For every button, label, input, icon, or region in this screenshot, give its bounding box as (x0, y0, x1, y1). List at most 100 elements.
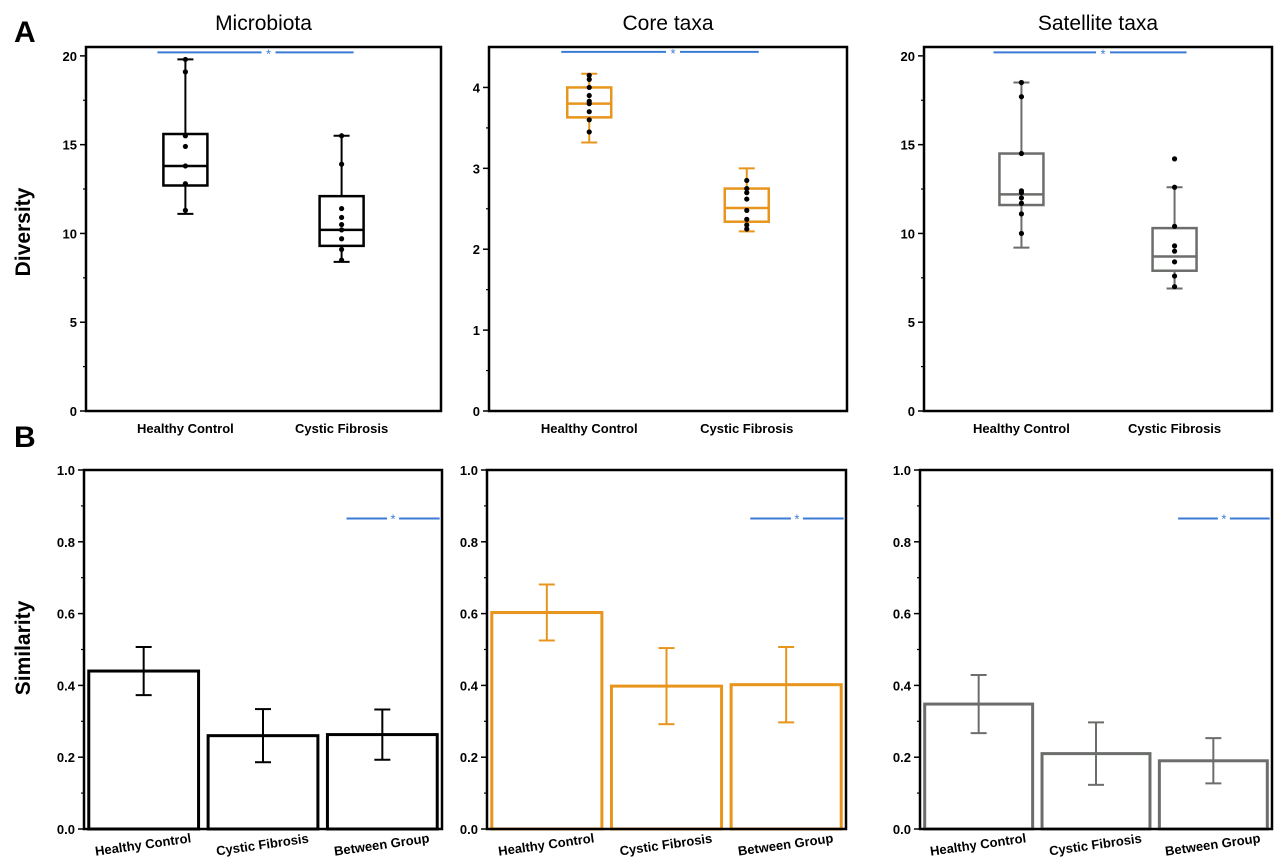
box-chart-3-data-point (1018, 195, 1025, 201)
box-chart-1-data-point (182, 207, 188, 213)
box-chart-2-data-point (586, 98, 592, 104)
box-chart-2-y-tick-label: 0 (473, 404, 480, 419)
bar-chart-3: 0.0 0.2 0.4 0.6 0.8 1.0 Healthy Control Cystic … (893, 463, 1274, 859)
panel-letter-a: A (14, 16, 36, 49)
box-chart-2-plot-frame (487, 45, 849, 413)
bar-chart-1-y-tick-label: 0.6 (57, 607, 75, 622)
bar-chart-1-x-tick-label: Cystic Fibrosis (215, 831, 309, 859)
bar-chart-1-y-tick-label: 1.0 (57, 463, 75, 478)
box-chart-2-data-point (586, 109, 592, 115)
bar-chart-2-y-tick-label: 0.6 (460, 607, 478, 622)
bar-chart-1-y-tick-label: 0.4 (57, 678, 76, 693)
box-chart-3-data-point (1171, 273, 1178, 279)
box-chart-2-data-point (744, 190, 750, 196)
bar-chart-2-bar (490, 611, 604, 831)
bar-chart-3-x-tick-label: Between Group (1164, 830, 1261, 858)
box-chart-2-y-tick-label: 1 (473, 323, 480, 338)
box-chart-3-data-point (1171, 223, 1178, 229)
bar-chart-3-y-tick-label: 0.0 (893, 822, 911, 837)
box-chart-2-data-point (586, 84, 592, 91)
bar-chart-3-y-tick-label: 1.0 (893, 463, 911, 478)
box-chart-3-data-point (1018, 150, 1025, 157)
bar-chart-3-y-tick-label: 0.6 (893, 607, 911, 622)
box-chart-3-data-point (1171, 184, 1178, 190)
box-chart-3-y-tick-label: 0 (908, 404, 915, 419)
box-chart-3-plot-frame (922, 45, 1274, 413)
box-chart-1-data-point (182, 56, 188, 63)
bar-chart-3-x-tick-label: Cystic Fibrosis (1048, 831, 1142, 859)
y-axis-label-similarity: Similarity (12, 600, 35, 695)
box-chart-1-data-point (182, 143, 188, 150)
box-chart-1-data-point (182, 69, 188, 75)
box-chart-1-y-tick-label: 20 (63, 49, 77, 64)
box-chart-1-x-tick-label: Cystic Fibrosis (295, 421, 388, 436)
box-chart-1-data-point (339, 205, 345, 212)
box-chart-3-data-point (1171, 243, 1178, 249)
box-chart-1-data-point (339, 221, 345, 228)
bar-chart-2-x-tick-label: Cystic Fibrosis (619, 831, 713, 859)
box-chart-2-significance-star: * (670, 46, 675, 61)
box-chart-2-data-point (744, 216, 750, 222)
box-chart-3-data-point (1018, 188, 1025, 194)
box-chart-3-data-point (1018, 230, 1025, 237)
box-chart-1-y-tick-label: 0 (70, 404, 77, 419)
box-chart-2-data-point (744, 185, 750, 192)
box-chart-1-data-point (339, 246, 345, 253)
box-chart-1-box (318, 194, 365, 248)
bar-chart-1-y-tick-label: 0.0 (57, 822, 75, 837)
bar-chart-3-y-tick-label: 0.4 (893, 678, 912, 693)
bar-chart-2-plot-frame (485, 468, 848, 831)
box-chart-3-data-point (1018, 211, 1025, 217)
box-chart-1-data-point (182, 133, 188, 139)
bar-chart-2-y-tick-label: 1.0 (460, 463, 478, 478)
box-chart-2-data-point (586, 117, 592, 123)
box-chart-2-x-tick-label: Cystic Fibrosis (700, 421, 793, 436)
box-chart-2-y-tick-label: 3 (473, 161, 480, 176)
box-chart-3-y-tick-label: 5 (908, 315, 915, 330)
box-chart-1-data-point (182, 163, 188, 169)
box-chart-3-data-point (1018, 200, 1025, 206)
box-chart-1-data-point (339, 257, 345, 263)
box-chart-3-x-tick-label: Healthy Control (973, 421, 1070, 436)
box-chart-1: Microbiota 0 5 10 15 20 * Healthy Control Cystic… (63, 12, 443, 436)
box-chart-1-data-point (339, 236, 345, 242)
box-chart-3-significance-star: * (1100, 46, 1105, 61)
box-chart-3-data-point (1018, 94, 1025, 100)
box-chart-1-data-point (339, 214, 345, 221)
box-chart-1-title: Microbiota (215, 12, 312, 35)
box-chart-3-data-point (1171, 259, 1178, 265)
box-chart-1-data-point (182, 181, 188, 187)
bar-chart-2-x-tick-label: Healthy Control (497, 830, 595, 858)
box-chart-2-data-point (744, 196, 750, 202)
bar-chart-2-y-tick-label: 0.2 (460, 750, 478, 765)
box-chart-1-y-tick-label: 15 (63, 138, 77, 153)
box-chart-2-y-tick-label: 4 (473, 80, 481, 95)
box-chart-2-x-tick-label: Healthy Control (541, 421, 638, 436)
bar-chart-2: 0.0 0.2 0.4 0.6 0.8 1.0 Healthy Control Cystic … (460, 463, 848, 859)
bar-chart-1-plot-frame (82, 468, 444, 831)
box-chart-1-box (162, 132, 209, 187)
bar-chart-1: 0.0 0.2 0.4 0.6 0.8 1.0 Healthy Control Cystic … (57, 463, 444, 859)
bar-chart-2-y-tick-label: 0.4 (460, 678, 479, 693)
box-chart-2-data-point (744, 207, 750, 213)
box-chart-2-y-tick-label: 2 (473, 242, 480, 257)
bar-chart-2-y-tick-label: 0.0 (460, 822, 478, 837)
bar-chart-3-significance-star: * (1221, 511, 1226, 526)
panel-letter-b: B (14, 421, 36, 454)
box-chart-3-data-point (1171, 248, 1178, 254)
bar-chart-1-y-tick-label: 0.8 (57, 535, 75, 550)
box-chart-2-data-point (586, 129, 592, 135)
box-chart-2-data-point (586, 92, 592, 99)
box-chart-3-data-point (1171, 284, 1178, 290)
box-chart-3-x-tick-label: Cystic Fibrosis (1128, 421, 1221, 436)
box-chart-3-data-point (1018, 79, 1025, 86)
box-chart-1-data-point (339, 133, 345, 139)
box-chart-3: Satellite taxa 0 5 10 15 20 * Healthy Control Cy… (901, 12, 1274, 436)
box-chart-1-y-tick-label: 10 (63, 226, 77, 241)
box-chart-1-significance-star: * (266, 46, 271, 61)
box-chart-2-data-point (744, 226, 750, 232)
bar-chart-3-y-tick-label: 0.8 (893, 535, 911, 550)
box-chart-1-y-tick-label: 5 (70, 315, 77, 330)
